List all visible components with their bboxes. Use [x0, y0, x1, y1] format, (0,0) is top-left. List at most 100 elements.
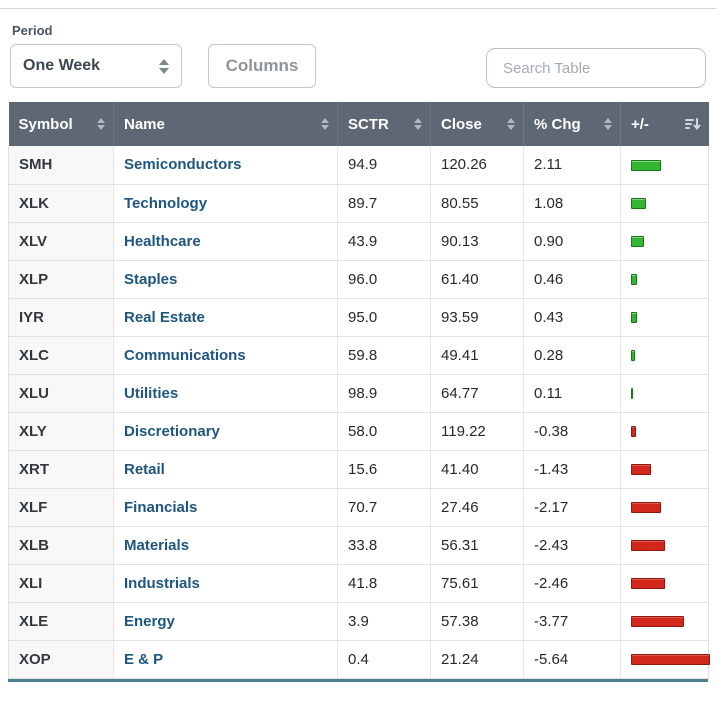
select-arrows-icon [159, 58, 169, 74]
chg-cell: -3.77 [523, 602, 621, 641]
sctr-cell: 89.7 [337, 184, 431, 223]
search-input[interactable] [486, 48, 706, 88]
table-row: XLK Technology 89.7 80.55 1.08 [8, 184, 709, 223]
sort-icon [507, 118, 515, 130]
change-bar [631, 616, 684, 628]
table-row: IYR Real Estate 95.0 93.59 0.43 [8, 298, 709, 337]
bar-cell [620, 260, 709, 299]
column-header-symbol[interactable]: Symbol [8, 102, 114, 146]
column-header-close[interactable]: Close [430, 102, 524, 146]
name-cell: Retail [113, 450, 338, 489]
name-link[interactable]: Retail [124, 460, 165, 478]
change-bar [631, 654, 710, 666]
close-cell: 49.41 [430, 336, 524, 375]
name-link[interactable]: Materials [124, 536, 190, 554]
chg-cell: -2.17 [523, 488, 621, 527]
chg-cell: 0.11 [523, 374, 621, 413]
close-cell: 57.38 [430, 602, 524, 641]
column-header-pct-chg[interactable]: % Chg [523, 102, 621, 146]
column-label: % Chg [534, 115, 581, 133]
name-link[interactable]: E & P [124, 650, 164, 668]
symbol-cell: XLY [8, 412, 114, 451]
table-row: XRT Retail 15.6 41.40 -1.43 [8, 450, 709, 489]
name-link[interactable]: Semiconductors [124, 156, 242, 174]
table-row: XLU Utilities 98.9 64.77 0.11 [8, 374, 709, 413]
name-cell: Materials [113, 526, 338, 565]
chg-cell: -0.38 [523, 412, 621, 451]
bar-cell [620, 298, 709, 337]
sctr-cell: 0.4 [337, 640, 431, 679]
table-row: XLI Industrials 41.8 75.61 -2.46 [8, 564, 709, 603]
symbol-cell: XRT [8, 450, 114, 489]
sctr-cell: 70.7 [337, 488, 431, 527]
table-row: XLV Healthcare 43.9 90.13 0.90 [8, 222, 709, 261]
bar-cell [620, 222, 709, 261]
change-bar [631, 198, 646, 210]
name-link[interactable]: Technology [124, 194, 208, 212]
chg-cell: -5.64 [523, 640, 621, 679]
sort-icon [414, 118, 422, 130]
column-header-name[interactable]: Name [113, 102, 338, 146]
sctr-cell: 95.0 [337, 298, 431, 337]
sctr-cell: 41.8 [337, 564, 431, 603]
table-row: XLC Communications 59.8 49.41 0.28 [8, 336, 709, 375]
name-link[interactable]: Financials [124, 498, 198, 516]
change-bar [631, 350, 635, 362]
column-label: Symbol [18, 115, 73, 133]
close-cell: 90.13 [430, 222, 524, 261]
sctr-cell: 58.0 [337, 412, 431, 451]
name-link[interactable]: Real Estate [124, 308, 205, 326]
column-header-sctr[interactable]: SCTR [337, 102, 431, 146]
table-row: XLE Energy 3.9 57.38 -3.77 [8, 602, 709, 641]
name-link[interactable]: Discretionary [124, 422, 220, 440]
name-link[interactable]: Utilities [124, 384, 179, 402]
bar-cell [620, 146, 709, 185]
chg-cell: 0.90 [523, 222, 621, 261]
name-link[interactable]: Communications [124, 346, 246, 364]
table-body: SMH Semiconductors 94.9 120.26 2.11 XLK … [8, 146, 710, 679]
change-bar [631, 426, 636, 438]
name-link[interactable]: Healthcare [124, 232, 201, 250]
period-select[interactable]: One Week [10, 44, 182, 88]
close-cell: 80.55 [430, 184, 524, 223]
sctr-cell: 98.9 [337, 374, 431, 413]
symbol-cell: XLF [8, 488, 114, 527]
bar-cell [620, 640, 710, 679]
name-cell: E & P [113, 640, 338, 679]
table-row: XLY Discretionary 58.0 119.22 -0.38 [8, 412, 709, 451]
sctr-cell: 59.8 [337, 336, 431, 375]
chg-cell: -2.43 [523, 526, 621, 565]
sctr-cell: 96.0 [337, 260, 431, 299]
name-cell: Technology [113, 184, 338, 223]
bar-cell [620, 526, 709, 565]
name-link[interactable]: Energy [124, 612, 175, 630]
name-cell: Healthcare [113, 222, 338, 261]
bar-cell [620, 450, 709, 489]
name-cell: Industrials [113, 564, 338, 603]
bar-cell [620, 374, 709, 413]
bar-cell [620, 412, 709, 451]
columns-button[interactable]: Columns [208, 44, 316, 88]
sctr-cell: 15.6 [337, 450, 431, 489]
column-header-change-bar[interactable]: +/- [620, 102, 709, 146]
name-cell: Energy [113, 602, 338, 641]
table-row: XLB Materials 33.8 56.31 -2.43 [8, 526, 709, 565]
column-label: +/- [631, 115, 649, 133]
symbol-cell: XOP [8, 640, 114, 679]
name-link[interactable]: Industrials [124, 574, 200, 592]
chg-cell: 0.43 [523, 298, 621, 337]
table-container: Symbol Name SCTR Close [8, 102, 710, 682]
bar-cell [620, 488, 709, 527]
change-bar [631, 578, 665, 590]
bar-cell [620, 602, 709, 641]
close-cell: 93.59 [430, 298, 524, 337]
change-bar [631, 464, 651, 476]
name-link[interactable]: Staples [124, 270, 178, 288]
period-label: Period [12, 23, 53, 38]
sort-icon [321, 118, 329, 130]
symbol-cell: XLB [8, 526, 114, 565]
symbol-cell: IYR [8, 298, 114, 337]
symbol-cell: XLU [8, 374, 114, 413]
change-bar [631, 388, 633, 400]
change-bar [631, 312, 637, 324]
